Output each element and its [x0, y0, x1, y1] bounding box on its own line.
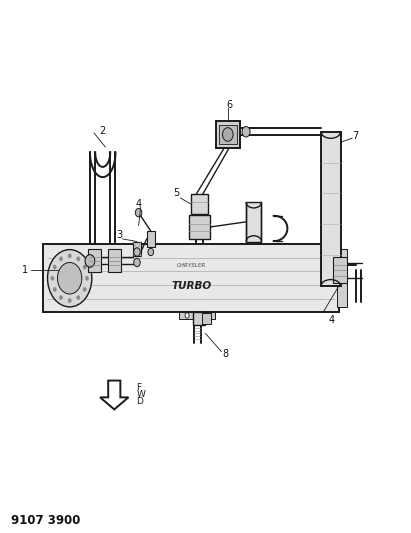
Text: 9107 3900: 9107 3900	[11, 514, 80, 527]
Text: W: W	[136, 390, 145, 399]
Text: 1: 1	[22, 265, 28, 276]
Circle shape	[77, 257, 80, 261]
Circle shape	[222, 128, 233, 141]
Circle shape	[83, 287, 86, 292]
Bar	[191, 195, 208, 214]
Circle shape	[60, 257, 62, 261]
Circle shape	[134, 248, 140, 256]
Text: 6: 6	[226, 100, 232, 110]
Circle shape	[134, 259, 140, 266]
Circle shape	[53, 265, 56, 269]
Text: TURBO: TURBO	[171, 281, 211, 292]
Bar	[202, 313, 211, 324]
Bar	[321, 132, 340, 286]
Bar	[179, 312, 215, 319]
Bar	[333, 257, 347, 284]
Bar	[246, 202, 261, 241]
Bar	[193, 312, 206, 326]
Circle shape	[68, 298, 71, 303]
Circle shape	[85, 255, 95, 267]
Bar	[43, 244, 339, 312]
Circle shape	[68, 254, 71, 258]
Bar	[189, 215, 210, 239]
Text: 4: 4	[328, 315, 334, 325]
Bar	[216, 121, 240, 148]
Text: CHRYSLER: CHRYSLER	[177, 263, 206, 269]
Bar	[132, 241, 141, 256]
Circle shape	[77, 295, 80, 300]
Circle shape	[135, 208, 142, 217]
Circle shape	[48, 249, 92, 307]
Circle shape	[83, 265, 86, 269]
Text: 3: 3	[116, 230, 122, 240]
Text: F: F	[136, 383, 142, 392]
Circle shape	[51, 276, 54, 280]
Circle shape	[148, 248, 154, 256]
Polygon shape	[100, 381, 129, 409]
Circle shape	[60, 295, 62, 300]
Text: 7: 7	[352, 131, 359, 141]
Bar	[337, 249, 347, 307]
Text: 2: 2	[99, 126, 105, 136]
Circle shape	[185, 313, 189, 318]
Text: 8: 8	[222, 349, 229, 359]
Bar	[108, 249, 121, 272]
Bar	[147, 231, 155, 247]
Circle shape	[85, 276, 88, 280]
Circle shape	[242, 126, 250, 137]
Text: D: D	[136, 398, 143, 406]
Text: 4: 4	[136, 199, 142, 209]
Bar	[219, 125, 237, 144]
Circle shape	[53, 287, 56, 292]
Circle shape	[58, 262, 82, 294]
Bar	[88, 249, 101, 272]
Text: 5: 5	[173, 188, 180, 198]
